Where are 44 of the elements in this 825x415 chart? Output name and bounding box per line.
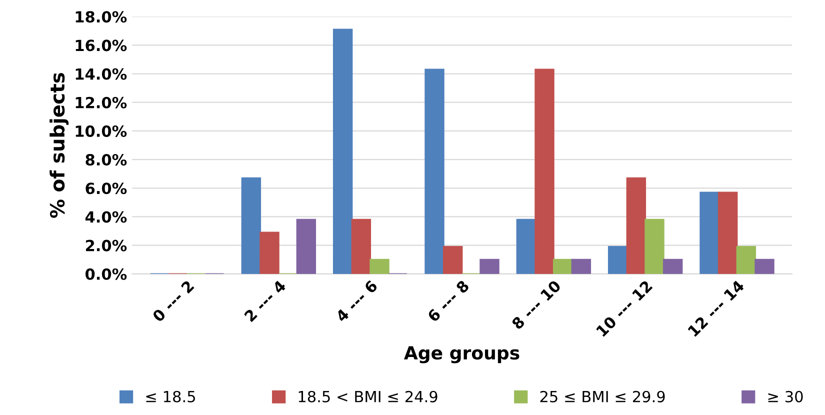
x-tick-label: 2 --- 4	[244, 279, 286, 322]
x-tick-label: 12 --- 14	[687, 279, 745, 337]
bar	[480, 258, 500, 274]
y-tick-label: 16.0%	[76, 40, 127, 52]
x-tick-label: 4 --- 6	[335, 280, 378, 323]
bar	[516, 218, 536, 274]
y-tick-label: 4.0%	[85, 211, 127, 223]
bar	[241, 177, 262, 274]
x-tick-label: 8 --- 10	[510, 279, 562, 330]
y-tick-label: 8.0%	[86, 154, 127, 166]
bar	[370, 258, 390, 274]
y-tick-label: 0.0%	[85, 268, 127, 280]
bar	[296, 218, 316, 274]
y-tick-label: 14.0%	[76, 68, 127, 80]
bar	[662, 258, 683, 274]
y-axis-title: % of subjects	[50, 72, 69, 218]
y-tick-label: 6.0%	[86, 182, 127, 194]
bar	[571, 258, 592, 274]
bar	[754, 258, 774, 274]
legend-label: ≥ 30	[768, 390, 803, 402]
bar	[442, 246, 463, 274]
x-axis-title: Age groups	[404, 346, 520, 364]
bar	[700, 192, 720, 274]
y-tick-label: 18.0%	[76, 11, 127, 23]
bar	[351, 218, 372, 274]
legend-label: ≤ 18.5	[146, 390, 195, 402]
y-tick-label: 10.0%	[76, 125, 127, 137]
bar	[534, 68, 554, 274]
x-tick-label: 10 --- 12	[596, 280, 653, 337]
bar	[608, 246, 628, 274]
legend-label: 25 ≤ BMI ≤ 29.9	[540, 390, 665, 402]
x-tick-label: 0 --- 2	[152, 280, 194, 323]
y-tick-label: 2.0%	[86, 240, 127, 252]
y-tick-label: 12.0%	[76, 96, 127, 108]
x-tick-label: 6 --- 8	[426, 280, 470, 322]
bar	[552, 258, 573, 274]
bar	[260, 232, 280, 274]
bar	[736, 246, 756, 274]
bar	[424, 68, 444, 274]
bar	[644, 218, 664, 274]
legend-label: 18.5 < BMI ≤ 24.9	[298, 390, 438, 402]
bar	[332, 28, 353, 274]
bar	[718, 192, 738, 274]
bar	[626, 177, 646, 274]
